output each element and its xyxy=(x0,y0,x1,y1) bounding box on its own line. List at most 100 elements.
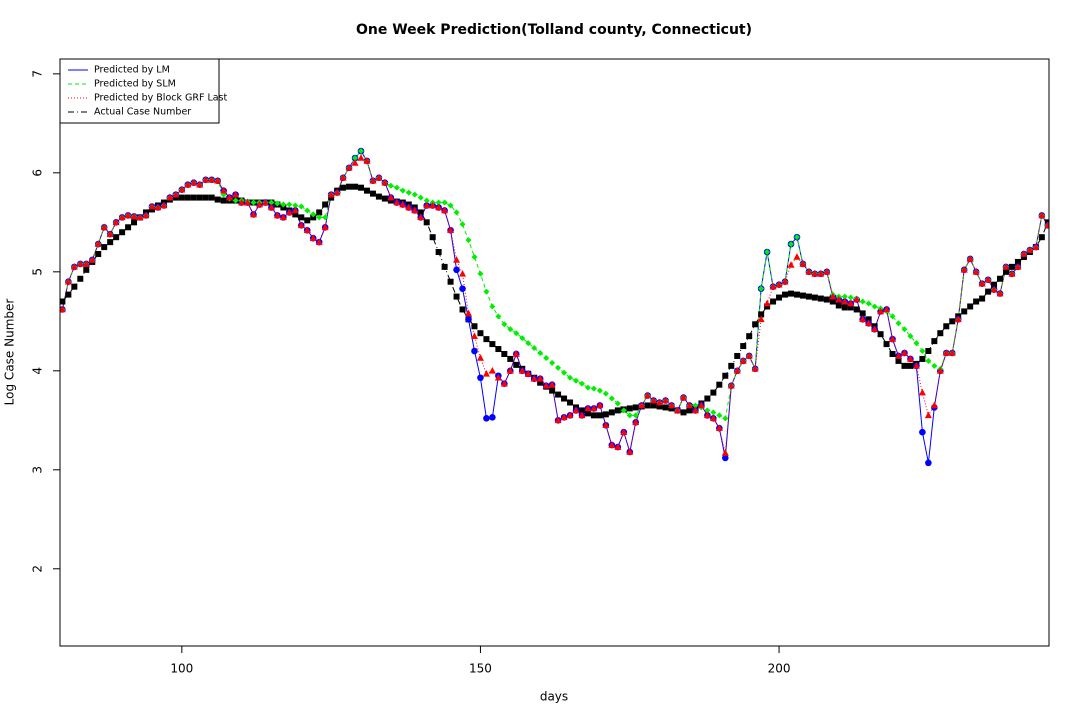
point xyxy=(1038,211,1046,219)
point xyxy=(847,304,854,311)
point xyxy=(435,249,442,256)
point xyxy=(244,198,252,206)
point xyxy=(381,195,388,202)
point xyxy=(829,298,836,305)
point xyxy=(101,244,108,251)
point xyxy=(901,326,908,333)
point xyxy=(113,234,120,241)
point xyxy=(178,194,185,201)
point xyxy=(60,305,66,313)
point xyxy=(602,390,609,397)
point xyxy=(340,184,347,191)
point xyxy=(954,315,962,323)
chart-title: One Week Prediction(Tolland county, Conn… xyxy=(356,22,752,38)
point xyxy=(781,277,789,285)
point xyxy=(483,415,490,422)
point xyxy=(740,343,747,350)
point xyxy=(273,211,281,219)
point xyxy=(465,309,472,317)
y-axis-label: Log Case Number xyxy=(3,299,17,406)
point xyxy=(95,251,102,258)
point xyxy=(555,391,562,398)
point xyxy=(465,237,472,244)
point xyxy=(1003,268,1009,275)
point xyxy=(190,194,197,201)
point xyxy=(196,194,203,201)
point xyxy=(972,268,980,275)
point xyxy=(710,409,717,416)
point xyxy=(489,303,496,310)
point xyxy=(82,260,90,267)
point xyxy=(561,369,568,376)
point xyxy=(979,295,986,302)
point xyxy=(501,321,508,328)
point xyxy=(608,409,615,416)
point xyxy=(650,396,658,404)
point xyxy=(799,292,806,299)
point xyxy=(567,399,574,406)
point xyxy=(1002,263,1010,270)
point xyxy=(298,214,305,221)
point xyxy=(387,182,394,189)
point xyxy=(363,187,370,194)
point xyxy=(417,209,424,216)
point xyxy=(202,194,209,201)
point xyxy=(745,352,753,359)
point xyxy=(471,347,478,355)
point xyxy=(160,201,168,209)
point xyxy=(358,148,364,155)
point xyxy=(686,407,693,414)
point xyxy=(411,191,418,198)
point xyxy=(722,415,729,422)
point xyxy=(841,297,849,305)
point xyxy=(280,201,287,208)
point xyxy=(352,183,359,190)
x-tick-label: 100 xyxy=(170,662,193,676)
point xyxy=(566,411,574,419)
point xyxy=(716,412,723,419)
point xyxy=(925,459,932,467)
point xyxy=(578,380,585,387)
point xyxy=(119,229,126,236)
point xyxy=(476,354,484,361)
point xyxy=(393,198,401,206)
point xyxy=(985,288,992,295)
point xyxy=(656,398,664,406)
point xyxy=(943,323,950,330)
point xyxy=(763,299,771,307)
point xyxy=(208,175,216,183)
point xyxy=(202,175,210,183)
point xyxy=(912,362,920,369)
point xyxy=(184,180,192,188)
point xyxy=(489,414,496,421)
point xyxy=(817,270,825,277)
point xyxy=(949,318,956,325)
point xyxy=(304,207,311,214)
point xyxy=(895,357,902,364)
point xyxy=(220,197,227,204)
point xyxy=(853,295,861,303)
point xyxy=(584,410,591,417)
point xyxy=(482,369,490,377)
point xyxy=(727,381,735,389)
point xyxy=(991,281,998,288)
point xyxy=(345,164,353,171)
point xyxy=(764,303,771,310)
point xyxy=(459,221,466,228)
point xyxy=(996,289,1004,297)
point xyxy=(471,253,478,260)
point xyxy=(632,418,640,426)
point xyxy=(298,203,305,210)
y-tick-label: 3 xyxy=(31,466,45,474)
point xyxy=(608,441,616,448)
point xyxy=(584,404,592,412)
point xyxy=(871,303,878,310)
point xyxy=(919,355,926,362)
point xyxy=(477,270,484,277)
point xyxy=(441,206,449,214)
point xyxy=(500,379,508,387)
point xyxy=(853,306,860,313)
point xyxy=(411,206,419,214)
point xyxy=(495,346,502,353)
point xyxy=(859,298,866,305)
